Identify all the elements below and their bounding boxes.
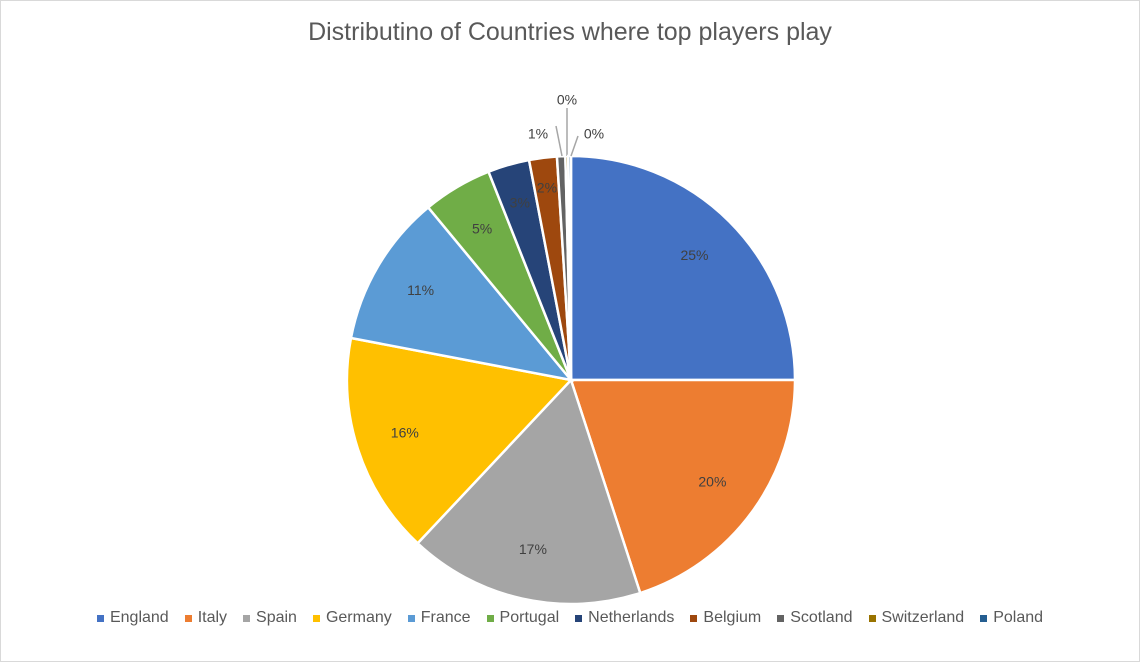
data-label-switzerland: 0%: [557, 92, 577, 108]
chart-title: Distributino of Countries where top play…: [308, 18, 832, 46]
legend-item-portugal: Portugal: [486, 609, 560, 627]
legend-label: Belgium: [703, 609, 762, 626]
data-label-england: 25%: [680, 247, 708, 263]
data-label-belgium: 2%: [537, 180, 557, 196]
legend-item-italy: Italy: [184, 609, 228, 627]
pie-slice-england: [569, 154, 797, 382]
legend-item-poland: Poland: [980, 609, 1043, 627]
legend-label: France: [420, 609, 471, 626]
data-label-germany: 16%: [391, 425, 419, 441]
data-label-scotland: 1%: [528, 126, 548, 142]
legend-label: Germany: [325, 609, 392, 626]
chart-legend: England Italy Spain Germany France Portugal Ne…: [0, 609, 1140, 627]
data-label-italy: 20%: [698, 473, 726, 489]
legend-item-netherlands: Netherlands: [575, 609, 674, 627]
legend-swatch: [96, 614, 104, 622]
pie-slice-poland: [566, 154, 573, 381]
legend-item-scotland: Scotland: [777, 609, 853, 627]
data-label-spain: 17%: [519, 541, 547, 557]
legend-label: Portugal: [499, 609, 560, 626]
legend-swatch: [777, 614, 785, 622]
pie-slice-spain: [415, 377, 642, 606]
legend-item-england: England: [96, 609, 169, 627]
legend-swatch: [868, 614, 876, 622]
data-label-poland: 0%: [584, 126, 604, 142]
legend-item-switzerland: Switzerland: [868, 609, 965, 627]
legend-swatch: [486, 614, 494, 622]
legend-swatch: [312, 614, 320, 622]
legend-item-spain: Spain: [243, 609, 297, 627]
legend-swatch: [243, 614, 251, 622]
leader-line-scotland: [555, 125, 563, 157]
legend-label: Spain: [256, 609, 297, 626]
leader-line-poland: [570, 135, 579, 157]
legend-label: Netherlands: [588, 609, 675, 626]
legend-swatch: [690, 614, 698, 622]
pie-slice-germany: [345, 336, 574, 546]
legend-swatch: [980, 614, 988, 622]
legend-item-france: France: [407, 609, 471, 627]
legend-label: Poland: [993, 609, 1044, 626]
legend-item-germany: Germany: [312, 609, 392, 627]
legend-label: Switzerland: [881, 609, 965, 626]
pie-slice-italy: [569, 378, 797, 595]
legend-label: Italy: [197, 609, 228, 626]
data-label-portugal: 5%: [472, 220, 492, 236]
legend-swatch: [575, 614, 583, 622]
data-label-france: 11%: [407, 282, 434, 298]
pie-slice-france: [349, 205, 575, 382]
data-label-netherlands: 3%: [510, 194, 530, 210]
legend-swatch: [407, 614, 415, 622]
legend-label: England: [109, 609, 169, 626]
legend-swatch: [184, 614, 192, 622]
legend-label: Scotland: [790, 609, 853, 626]
legend-item-belgium: Belgium: [690, 609, 761, 627]
